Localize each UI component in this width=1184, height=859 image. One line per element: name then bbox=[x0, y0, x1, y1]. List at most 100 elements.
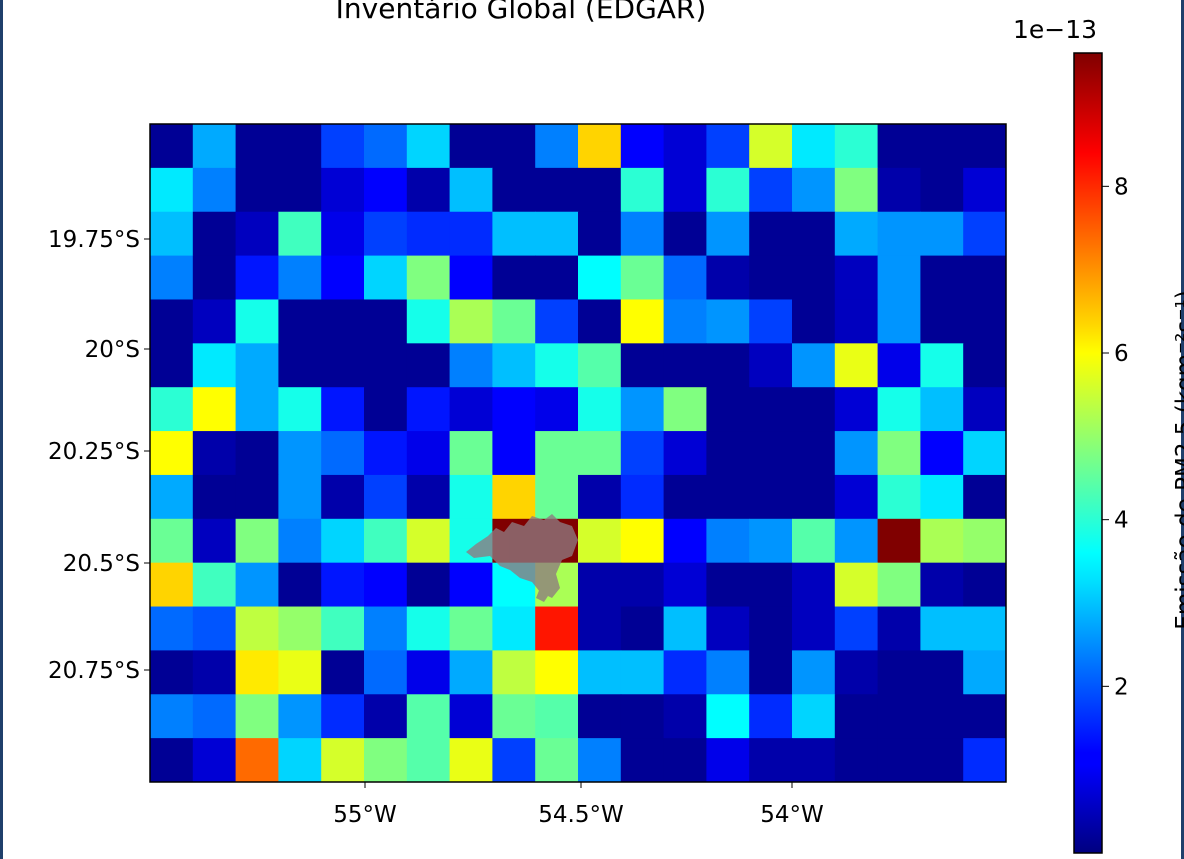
heatmap-cell bbox=[792, 124, 836, 169]
heatmap-cell bbox=[578, 167, 622, 213]
heatmap-cell bbox=[535, 650, 579, 695]
heatmap-cell bbox=[235, 518, 279, 564]
heatmap-cell bbox=[620, 124, 665, 169]
colorbar-label: Emissão de PM2.5 (kgm⁻²s⁻¹) bbox=[1172, 290, 1184, 629]
heatmap-cell bbox=[620, 343, 665, 388]
heatmap-cell bbox=[792, 387, 836, 432]
heatmap-cell bbox=[492, 387, 536, 432]
heatmap-cell bbox=[278, 387, 322, 432]
heatmap-cell bbox=[877, 650, 921, 695]
plot-frame bbox=[149, 123, 1007, 783]
heatmap-cell bbox=[535, 299, 579, 344]
heatmap-cell bbox=[150, 255, 194, 300]
heatmap-cell bbox=[877, 474, 921, 520]
heatmap-cell bbox=[578, 474, 622, 520]
heatmap-cell bbox=[406, 562, 451, 608]
heatmap-cell bbox=[663, 255, 707, 300]
heatmap-cell bbox=[792, 299, 836, 344]
heatmap-cell bbox=[449, 255, 493, 300]
heatmap-cell bbox=[663, 387, 707, 432]
y-axis: 19.75°S 20°S 20.25°S 20.5°S 20.75°S bbox=[48, 227, 150, 684]
heatmap-cells bbox=[150, 124, 1007, 783]
heatmap-cell bbox=[278, 738, 322, 783]
heatmap-cell bbox=[321, 694, 365, 739]
heatmap-cell bbox=[834, 299, 879, 344]
colorbar-tick-label: 8 bbox=[1114, 174, 1129, 200]
heatmap-cell bbox=[749, 167, 793, 213]
heatmap-cell bbox=[449, 738, 493, 783]
heatmap-cell bbox=[235, 431, 279, 476]
heatmap-cell bbox=[834, 431, 879, 476]
heatmap-cell bbox=[235, 387, 279, 432]
heatmap-cell bbox=[620, 211, 665, 257]
heatmap-cell bbox=[449, 387, 493, 432]
heatmap-cell bbox=[620, 167, 665, 213]
heatmap-cell bbox=[920, 431, 964, 476]
heatmap-cell bbox=[321, 474, 365, 520]
heatmap-cell bbox=[877, 343, 921, 388]
y-tick-label: 20.25°S bbox=[48, 439, 140, 465]
heatmap-cell bbox=[449, 299, 493, 344]
heatmap-cell bbox=[963, 124, 1007, 169]
heatmap-cell bbox=[364, 299, 408, 344]
city-footprint-shape bbox=[466, 514, 578, 598]
heatmap-cell bbox=[749, 343, 793, 388]
heatmap-cell bbox=[792, 255, 836, 300]
heatmap-cell bbox=[620, 431, 665, 476]
heatmap-cell bbox=[192, 738, 237, 783]
heatmap-cell bbox=[321, 738, 365, 783]
heatmap-cell bbox=[620, 606, 665, 651]
heatmap-cell bbox=[663, 650, 707, 695]
heatmap-cell bbox=[449, 431, 493, 476]
colorbar-offset-text: 1e−13 bbox=[1013, 15, 1097, 44]
heatmap-cell bbox=[406, 474, 451, 520]
heatmap-cell bbox=[877, 387, 921, 432]
heatmap-cell bbox=[834, 694, 879, 739]
heatmap-cell bbox=[792, 650, 836, 695]
heatmap-cell bbox=[364, 387, 408, 432]
heatmap-cell bbox=[620, 694, 665, 739]
heatmap-cell bbox=[834, 167, 879, 213]
heatmap-cell bbox=[578, 738, 622, 783]
heatmap-cell bbox=[578, 124, 622, 169]
heatmap-cell bbox=[364, 343, 408, 388]
heatmap-cell bbox=[920, 694, 964, 739]
heatmap-cell bbox=[663, 343, 707, 388]
heatmap-cell bbox=[792, 343, 836, 388]
heatmap-cell bbox=[192, 650, 237, 695]
heatmap-cell bbox=[150, 387, 194, 432]
heatmap-cell bbox=[278, 562, 322, 608]
heatmap-cell bbox=[492, 124, 536, 169]
heatmap-cell bbox=[235, 738, 279, 783]
heatmap-cell bbox=[406, 124, 451, 169]
heatmap-cell bbox=[920, 562, 964, 608]
heatmap-cell bbox=[321, 343, 365, 388]
x-tick-label: 54°W bbox=[760, 802, 824, 828]
heatmap-cell bbox=[706, 124, 750, 169]
heatmap-cell bbox=[963, 431, 1007, 476]
heatmap-cell bbox=[150, 167, 194, 213]
heatmap-cell bbox=[278, 255, 322, 300]
heatmap-cell bbox=[877, 562, 921, 608]
heatmap-cell bbox=[877, 211, 921, 257]
heatmap-cell bbox=[406, 211, 451, 257]
heatmap-cell bbox=[792, 606, 836, 651]
heatmap-cell bbox=[578, 343, 622, 388]
y-tick-label: 20.5°S bbox=[63, 551, 140, 577]
heatmap-cell bbox=[406, 738, 451, 783]
heatmap-cell bbox=[535, 124, 579, 169]
heatmap-cell bbox=[406, 299, 451, 344]
heatmap-cell bbox=[535, 431, 579, 476]
heatmap-cell bbox=[963, 650, 1007, 695]
heatmap-cell bbox=[364, 167, 408, 213]
heatmap-cell bbox=[321, 211, 365, 257]
heatmap-cell bbox=[321, 431, 365, 476]
heatmap-cell bbox=[706, 694, 750, 739]
heatmap-cell bbox=[278, 474, 322, 520]
heatmap-cell bbox=[192, 343, 237, 388]
heatmap-cell bbox=[235, 474, 279, 520]
heatmap-cell bbox=[963, 255, 1007, 300]
heatmap-cell bbox=[578, 650, 622, 695]
heatmap-cell bbox=[535, 167, 579, 213]
